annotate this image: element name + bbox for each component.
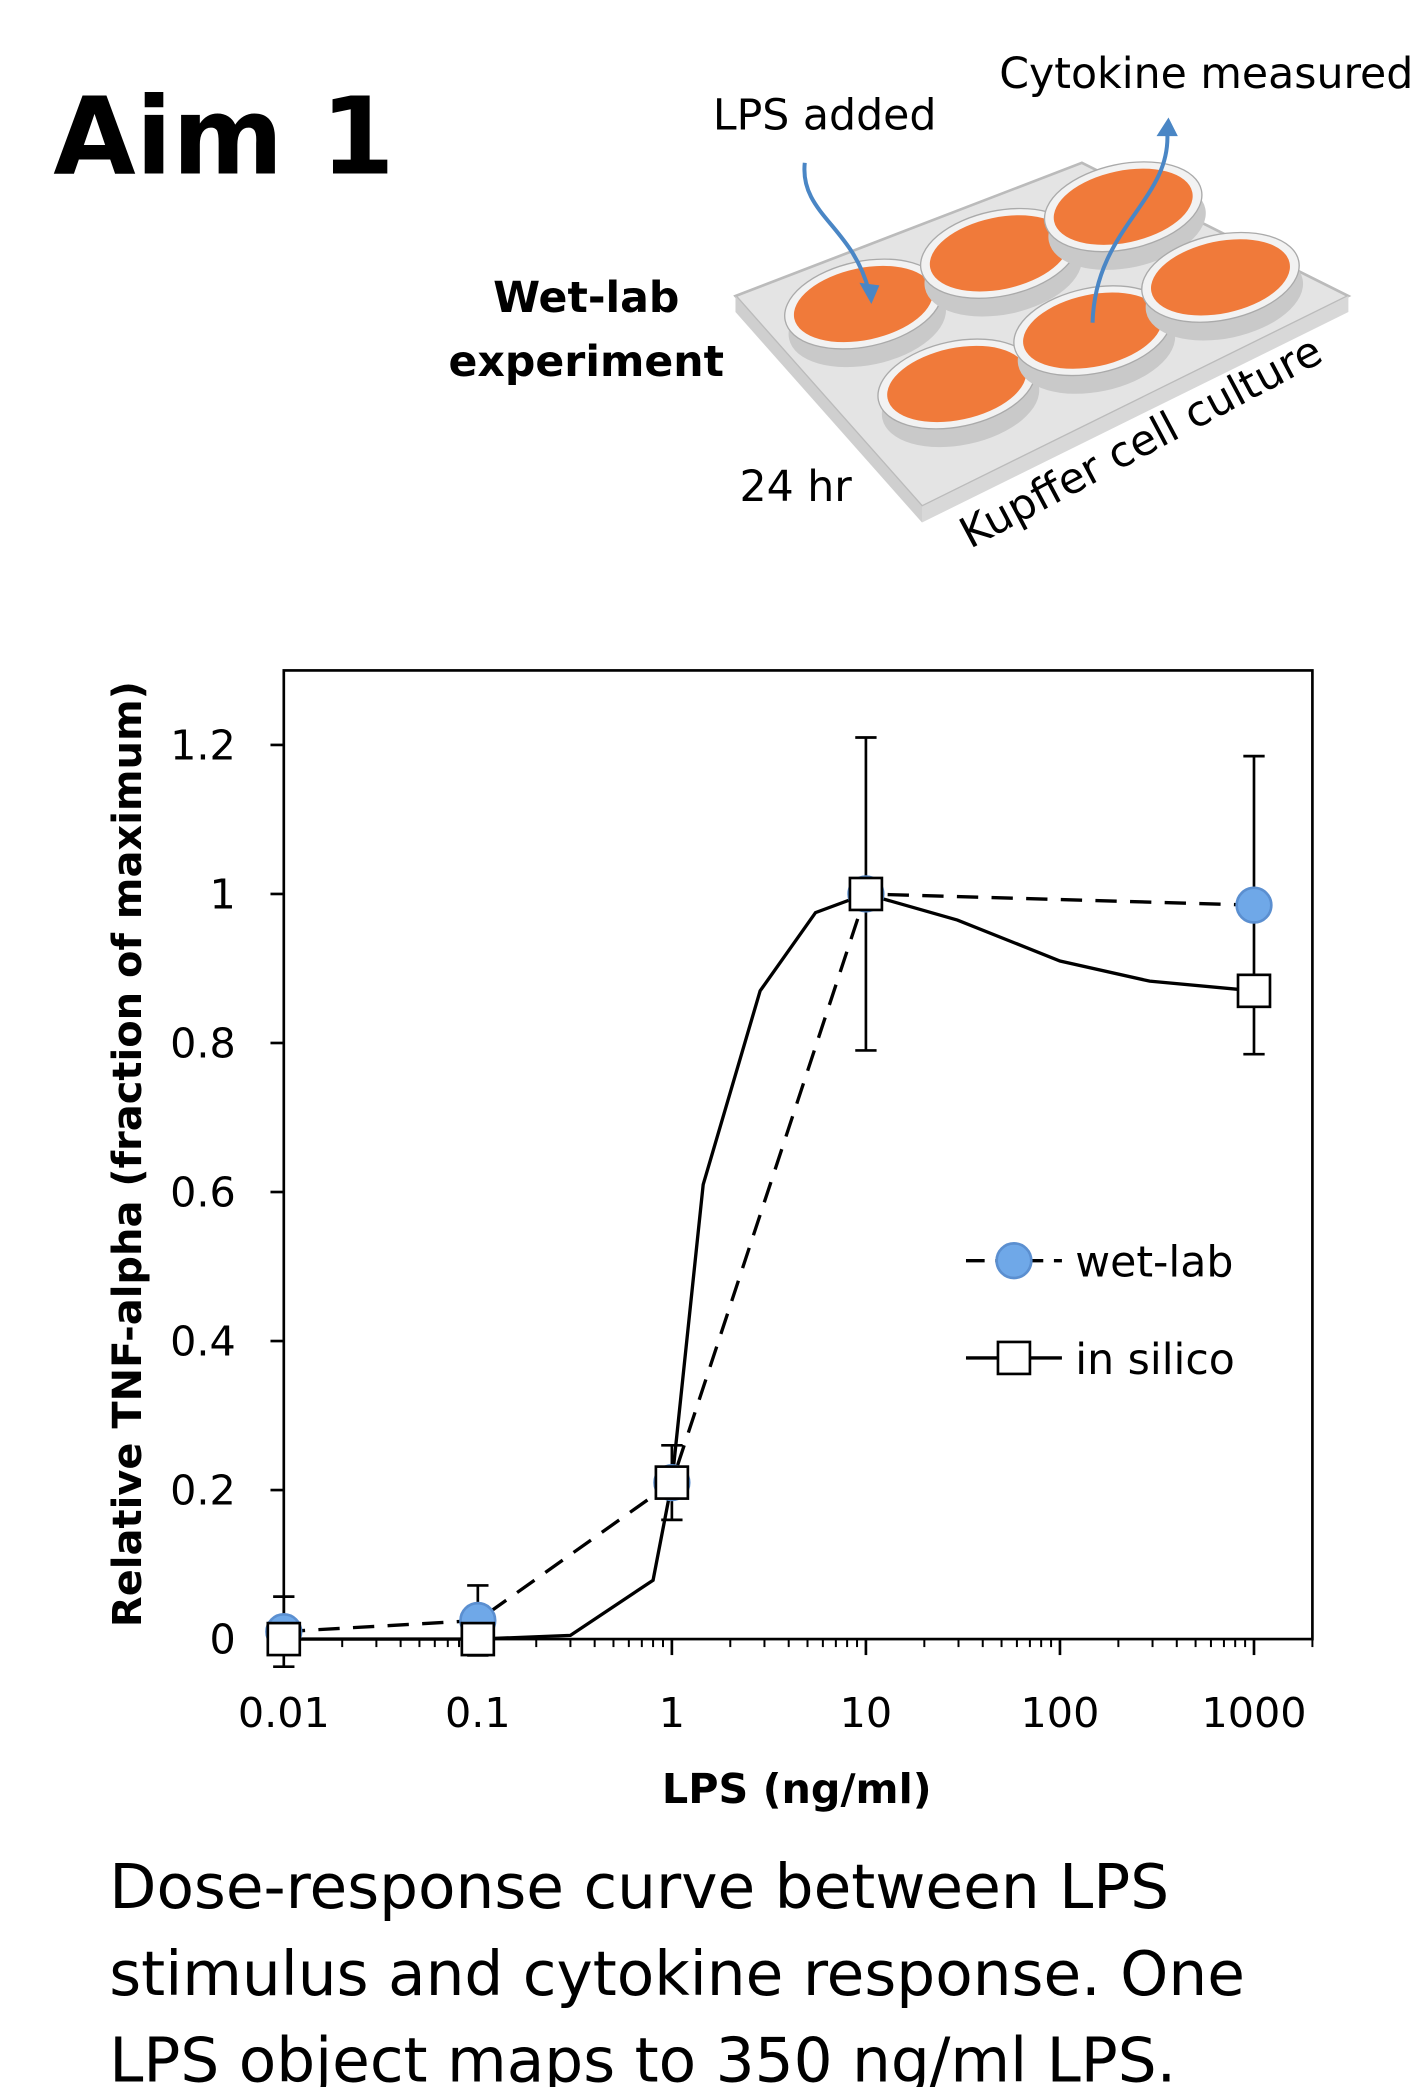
marker bbox=[460, 1621, 496, 1657]
caption-line: stimulus and cytokine response. One bbox=[109, 1939, 1245, 2010]
arrow-head bbox=[859, 282, 880, 305]
y-tick-label: 1.2 bbox=[170, 722, 236, 770]
x-tick-label: 1000 bbox=[1201, 1689, 1306, 1737]
x-axis-label: LPS (ng/ml) bbox=[662, 1765, 932, 1813]
arrow-in bbox=[802, 162, 871, 292]
marker bbox=[1235, 886, 1273, 924]
arrow-out bbox=[1090, 130, 1170, 323]
series-line bbox=[283, 892, 1255, 1641]
x-tick-label: 10 bbox=[840, 1689, 893, 1737]
legend-marker bbox=[995, 1242, 1033, 1280]
y-tick-label: 1 bbox=[210, 871, 236, 919]
marker bbox=[848, 876, 884, 912]
y-axis-label: Relative TNF-alpha (fraction of maximum) bbox=[105, 681, 151, 1627]
caption-line: LPS object maps to 350 ng/ml LPS. bbox=[109, 2025, 1176, 2087]
y-tick-label: 0.4 bbox=[170, 1318, 236, 1366]
annotation: Cytokine measured bbox=[999, 49, 1413, 99]
legend-marker bbox=[996, 1340, 1032, 1376]
x-tick-label: 100 bbox=[1021, 1689, 1100, 1737]
x-tick-label: 0.01 bbox=[238, 1689, 330, 1737]
annotation: 24 hr bbox=[739, 462, 852, 512]
annotation: Wet-lab bbox=[493, 273, 679, 323]
annotation: LPS added bbox=[713, 90, 937, 140]
y-tick-label: 0.8 bbox=[170, 1020, 236, 1068]
marker bbox=[266, 1621, 302, 1657]
y-tick-label: 0.2 bbox=[170, 1467, 236, 1515]
y-tick-label: 0.6 bbox=[170, 1169, 236, 1217]
plot-frame bbox=[282, 669, 1314, 1641]
marker bbox=[654, 1465, 690, 1500]
y-tick-label: 0 bbox=[210, 1616, 236, 1664]
legend-label: in silico bbox=[1075, 1335, 1235, 1385]
legend-label: wet-lab bbox=[1075, 1238, 1233, 1288]
caption: Dose-response curve between LPS stimulus … bbox=[109, 1852, 1245, 2087]
x-tick-label: 0.1 bbox=[445, 1689, 511, 1737]
chart-title: Aim 1 bbox=[53, 75, 394, 199]
x-tick-label: 1 bbox=[659, 1689, 685, 1737]
arrow-head bbox=[1156, 117, 1178, 137]
wells bbox=[784, 161, 1304, 448]
marker bbox=[1236, 973, 1272, 1009]
caption-line: Dose-response curve between LPS bbox=[109, 1852, 1169, 1923]
annotation: experiment bbox=[448, 337, 724, 387]
